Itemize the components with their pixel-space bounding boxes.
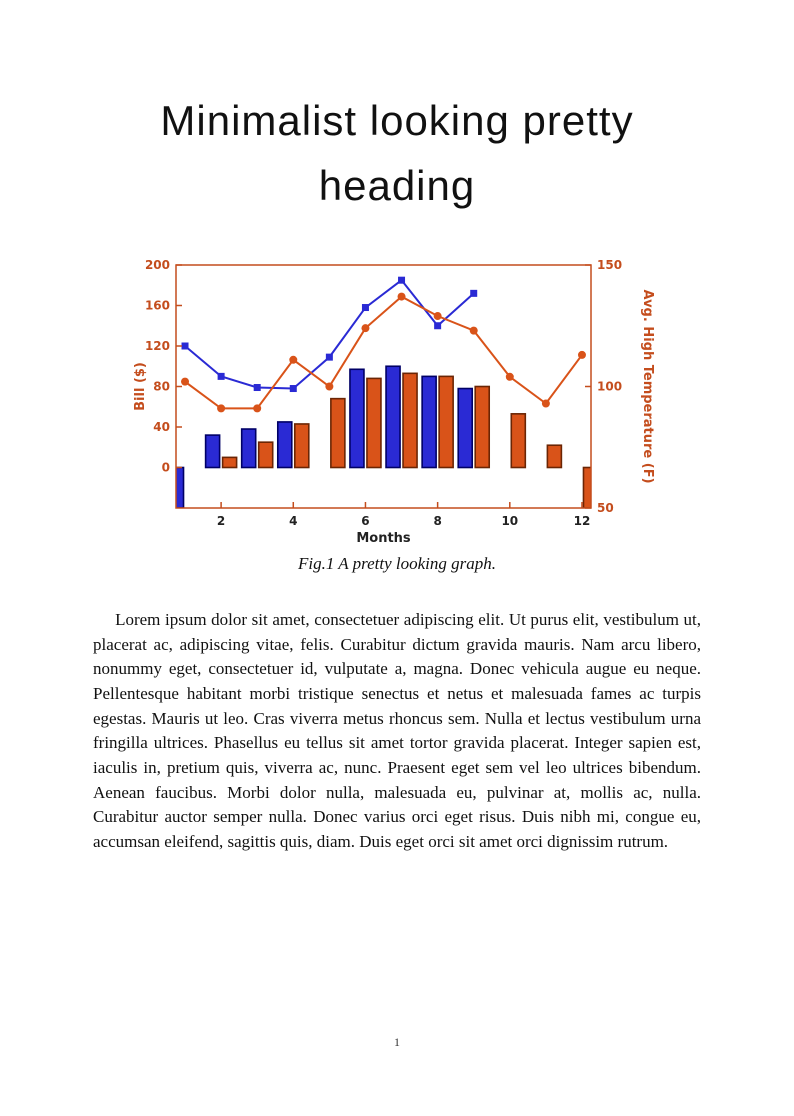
svg-text:2: 2 <box>217 514 225 528</box>
svg-text:200: 200 <box>145 258 170 272</box>
svg-text:100: 100 <box>597 380 622 394</box>
svg-text:Months: Months <box>356 531 411 546</box>
svg-text:4: 4 <box>289 514 297 528</box>
svg-text:150: 150 <box>597 258 622 272</box>
svg-text:6: 6 <box>361 514 369 528</box>
svg-text:80: 80 <box>153 380 170 394</box>
dual-axis-bar-line-chart: 0 40 80 120 160 200 50 100 150 2 4 6 8 10 12 Months Bill… <box>133 258 655 546</box>
svg-text:10: 10 <box>501 514 518 528</box>
svg-text:160: 160 <box>145 299 170 313</box>
figure: 0 40 80 120 160 200 50 100 150 2 4 6 8 10 12 Months Bill… <box>117 258 677 574</box>
svg-text:50: 50 <box>597 501 614 515</box>
page-number: 1 <box>394 1035 400 1049</box>
svg-text:Avg. High Temperature (F): Avg. High Temperature (F) <box>640 290 655 484</box>
svg-text:12: 12 <box>574 514 591 528</box>
svg-text:8: 8 <box>433 514 441 528</box>
figure-caption: Fig.1 A pretty looking graph. <box>297 554 496 574</box>
svg-text:Bill ($): Bill ($) <box>133 362 148 411</box>
document-page: Minimalist looking pretty heading 0 40 80 1… <box>0 88 794 1049</box>
svg-text:40: 40 <box>153 420 170 434</box>
page-title: Minimalist looking pretty heading <box>160 97 634 210</box>
svg-text:120: 120 <box>145 339 170 353</box>
svg-text:0: 0 <box>162 461 170 475</box>
body-paragraph: Lorem ipsum dolor sit amet, consectetuer… <box>93 610 701 851</box>
